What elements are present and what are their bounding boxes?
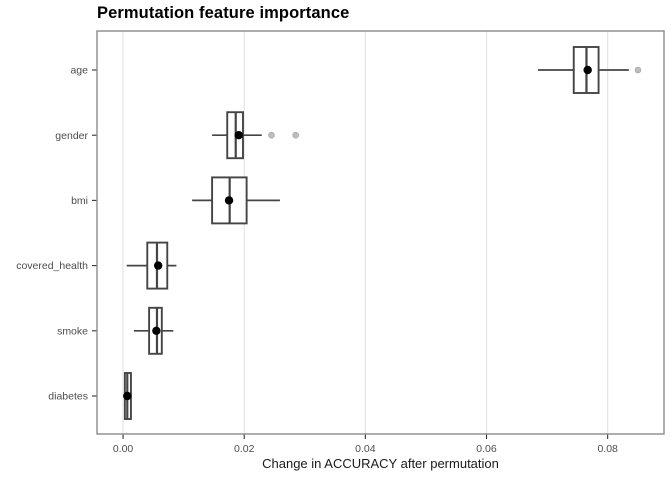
x-axis-title: Change in ACCURACY after permutation (262, 456, 499, 471)
y-tick-label: bmi (71, 195, 88, 207)
mean-point (234, 131, 243, 140)
panel-background (97, 31, 664, 434)
y-tick-label: age (70, 65, 88, 77)
x-tick-label: 0.04 (355, 443, 376, 455)
y-tick-label: gender (55, 130, 88, 142)
outlier-point (292, 131, 299, 139)
y-tick-label: covered_health (16, 260, 88, 272)
panel-border (96, 30, 665, 435)
mean-point (152, 326, 161, 335)
x-tick-label: 0.00 (113, 443, 134, 455)
mean-point (224, 196, 234, 205)
y-tick-label: diabetes (48, 391, 88, 403)
mean-point (583, 65, 592, 75)
outlier-point (268, 131, 275, 139)
chart-title: Permutation feature importance (97, 4, 350, 22)
outlier-point (634, 66, 642, 74)
y-tick-label: smoke (57, 325, 88, 337)
mean-point (153, 261, 163, 270)
x-tick-label: 0.06 (476, 443, 497, 455)
mean-point (123, 391, 132, 401)
x-tick-label: 0.08 (597, 443, 618, 455)
x-tick-label: 0.02 (234, 443, 255, 455)
